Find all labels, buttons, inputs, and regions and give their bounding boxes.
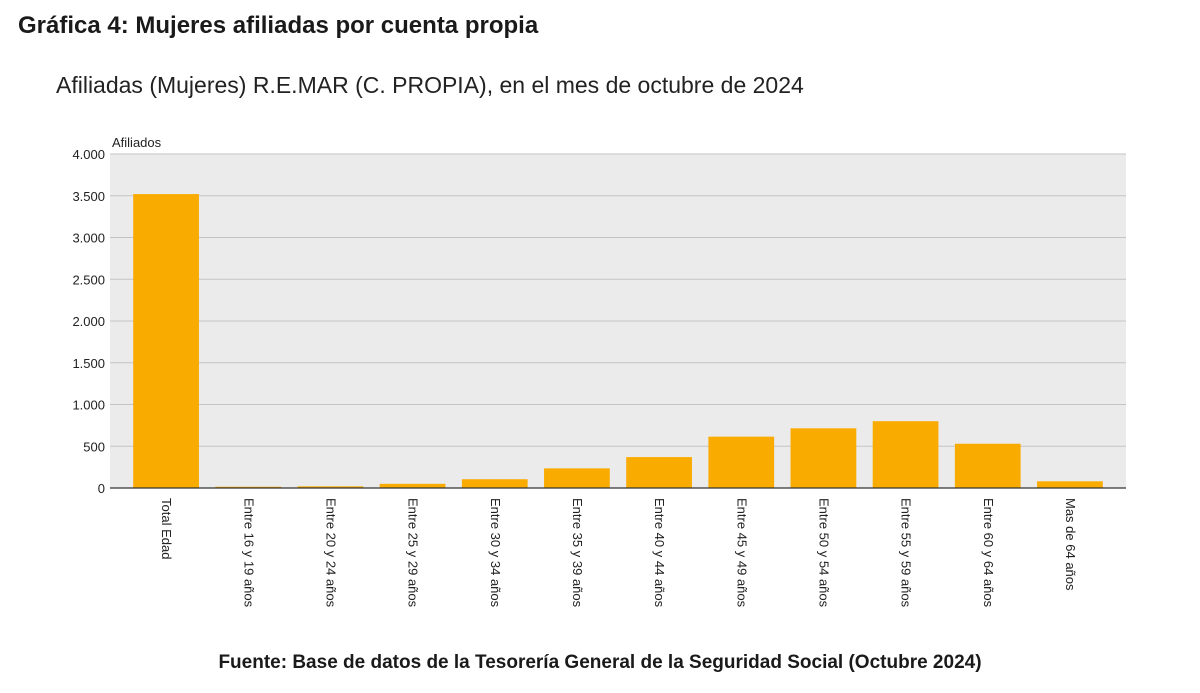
bar bbox=[379, 483, 446, 488]
x-tick-label: Entre 20 y 24 años bbox=[323, 498, 338, 608]
bar bbox=[872, 421, 939, 488]
x-tick-label: Mas de 64 años bbox=[1063, 498, 1078, 591]
bar bbox=[297, 486, 364, 488]
bar bbox=[1037, 481, 1103, 488]
bar bbox=[133, 194, 199, 488]
y-tick-label: 3.000 bbox=[72, 231, 105, 246]
y-tick-label: 4.000 bbox=[72, 147, 105, 162]
chart-title: Afiliadas (Mujeres) R.E.MAR (C. PROPIA),… bbox=[56, 72, 804, 98]
x-tick-label: Entre 55 y 59 años bbox=[899, 498, 914, 608]
y-tick-label: 1.500 bbox=[72, 356, 105, 371]
y-tick-label: 2.500 bbox=[72, 272, 105, 287]
bar bbox=[544, 468, 610, 488]
x-tick-label: Entre 60 y 64 años bbox=[981, 498, 996, 608]
page-heading: Gráfica 4: Mujeres afiliadas por cuenta … bbox=[18, 12, 539, 39]
x-tick-label: Total Edad bbox=[159, 498, 174, 559]
x-tick-label: Entre 25 y 29 años bbox=[406, 498, 421, 608]
y-tick-label: 1.000 bbox=[72, 398, 105, 413]
x-tick-label: Entre 50 y 54 años bbox=[816, 498, 831, 608]
bar bbox=[626, 457, 692, 488]
bar bbox=[790, 428, 857, 488]
y-tick-label: 0 bbox=[98, 481, 105, 496]
x-tick-label: Entre 30 y 34 años bbox=[488, 498, 503, 608]
y-tick-label: 500 bbox=[83, 439, 105, 454]
x-tick-label: Entre 45 y 49 años bbox=[734, 498, 749, 608]
y-tick-label: 3.500 bbox=[72, 189, 105, 204]
bar bbox=[461, 479, 528, 488]
x-tick-label: Entre 40 y 44 años bbox=[652, 498, 667, 608]
bar bbox=[215, 486, 282, 488]
x-tick-label: Entre 16 y 19 años bbox=[241, 498, 256, 608]
y-tick-label: 2.000 bbox=[72, 314, 105, 329]
source-note: Fuente: Base de datos de la Tesorería Ge… bbox=[218, 652, 982, 673]
x-tick-label: Entre 35 y 39 años bbox=[570, 498, 585, 608]
bar bbox=[708, 436, 775, 488]
bar bbox=[954, 443, 1021, 488]
y-axis-label: Afiliados bbox=[112, 135, 162, 150]
